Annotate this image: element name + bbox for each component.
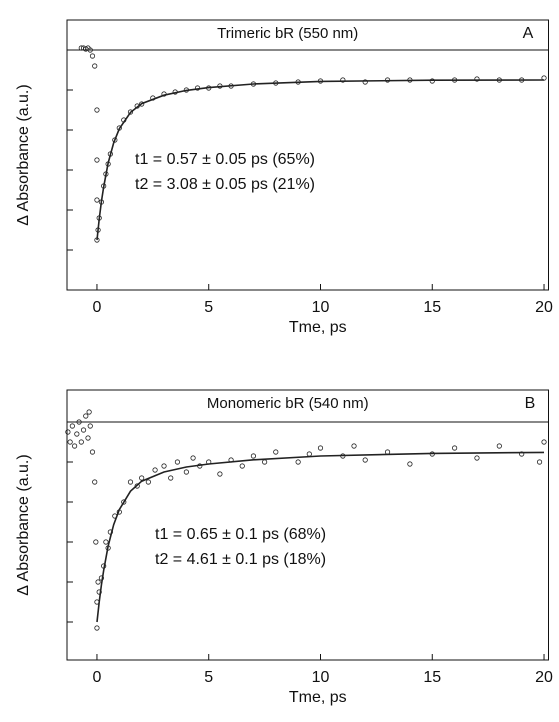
data-point [384,449,391,455]
data-point [121,499,127,505]
data-point [190,455,196,461]
data-point [94,197,100,203]
data-point [541,439,547,445]
data-point [139,475,145,481]
data-point [89,53,96,59]
data-point [239,463,245,469]
x-tick-label: 5 [204,299,213,316]
fit-line [96,451,545,623]
data-point [127,109,134,115]
data-point [80,427,87,433]
data-point [139,101,145,107]
data-point [95,579,101,585]
data-point [183,469,189,475]
data-point [161,463,167,469]
panel-title: Trimeric bR (550 nm) [217,25,358,42]
fit-annotation: t1 = 0.65 ± 0.1 ps (68%) [155,526,326,543]
fit-line [96,79,545,241]
data-point [89,449,96,455]
data-point [65,429,71,435]
data-point [407,461,413,467]
fit-annotation: t2 = 3.08 ± 0.05 ps (21%) [135,176,315,193]
data-point [474,76,480,82]
data-point [74,431,80,437]
data-point [87,423,93,429]
data-point [152,467,158,473]
data-point [541,75,547,81]
data-point [76,419,82,425]
panel-title: Monomeric bR (540 nm) [207,395,369,412]
data-point [340,77,346,83]
plot-frame [66,19,549,291]
data-point [96,589,102,595]
y-axis-label: Δ Absorbance (a.u.) [15,84,32,225]
x-tick-label: 15 [423,299,441,316]
data-point [78,439,84,445]
data-point [85,435,91,441]
x-axis-label: Tme, ps [289,689,347,706]
data-point [94,107,100,113]
x-tick-label: 0 [93,669,102,686]
data-point [83,413,89,419]
data-point [127,479,134,485]
x-tick-label: 15 [423,669,441,686]
data-point [87,47,93,53]
data-point [262,459,268,465]
x-tick-label: 10 [312,299,330,316]
data-point [351,443,357,449]
data-point [317,445,324,451]
data-point [112,137,118,143]
data-point [168,475,174,481]
panel-label: B [525,395,536,412]
data-point [94,625,100,631]
data-point [92,63,98,69]
x-tick-label: 20 [535,669,553,686]
data-point [362,79,368,85]
data-point [145,479,151,485]
data-point [306,451,312,457]
data-point [273,449,279,455]
y-axis-label: Δ Absorbance (a.u.) [15,454,32,595]
data-point [134,483,140,489]
data-point [93,539,99,545]
fit-annotation: t1 = 0.57 ± 0.05 ps (65%) [135,151,315,168]
data-point [72,443,78,449]
plot-frame [66,389,549,661]
data-point [94,157,100,163]
x-axis-label: Tme, ps [289,319,347,336]
x-tick-label: 0 [93,299,102,316]
x-tick-label: 5 [204,669,213,686]
data-point [92,479,98,485]
data-point [536,459,543,465]
data-point [174,459,181,465]
data-point [103,539,109,545]
data-point [217,471,223,477]
data-point [250,453,257,459]
x-tick-label: 20 [535,299,553,316]
data-point [496,443,502,449]
data-point [295,459,301,465]
data-point [69,423,75,429]
data-point [86,409,92,415]
x-tick-label: 10 [312,669,330,686]
data-point [452,445,458,451]
fit-annotation: t2 = 4.61 ± 0.1 ps (18%) [155,551,326,568]
data-point [362,457,368,463]
data-point [474,455,480,461]
data-point [67,439,73,445]
panel-label: A [523,25,534,42]
